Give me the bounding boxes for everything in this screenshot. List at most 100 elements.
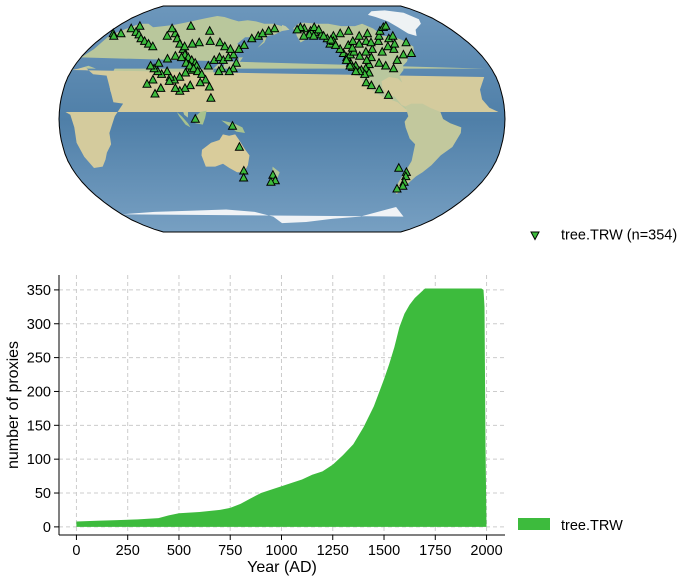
proxy-site-marker: [135, 20, 145, 30]
map-outline: [58, 5, 506, 233]
y-ticks: 0 50 100 150 200 250 300 350: [27, 283, 59, 536]
proxy-site-marker: [298, 30, 309, 40]
proxy-site-marker: [367, 43, 378, 53]
proxy-site-marker: [354, 38, 365, 48]
land-siberia-east: [282, 24, 290, 31]
map-legend-label: tree.TRW (n=354): [561, 228, 677, 244]
area-legend-label: tree.TRW: [561, 518, 623, 534]
proxy-site-marker: [374, 30, 384, 40]
proxy-site-marker: [388, 63, 399, 73]
proxy-site-marker: [361, 77, 372, 87]
proxy-site-marker: [389, 38, 400, 48]
proxy-site-marker: [347, 35, 358, 45]
proxy-site-marker: [393, 162, 404, 172]
proxy-site-marker: [383, 89, 394, 99]
proxy-site-marker: [308, 30, 319, 40]
x-tick-label: 2000: [470, 543, 502, 559]
proxy-site-marker: [153, 57, 164, 67]
land-japan: [223, 57, 243, 76]
proxy-site-marker: [170, 82, 181, 92]
proxy-site-marker: [164, 75, 175, 85]
proxy-site-marker: [387, 30, 398, 40]
proxy-site-marker: [206, 92, 216, 102]
x-tick-label: 250: [116, 543, 140, 559]
proxy-site-marker: [231, 57, 242, 67]
proxy-site-marker: [398, 49, 409, 59]
area-tree-trw: [76, 288, 487, 527]
area-legend: tree.TRW: [518, 518, 623, 534]
y-tick-label: 300: [27, 317, 51, 333]
y-tick-label: 150: [27, 418, 51, 434]
proxy-site-marker: [309, 21, 320, 31]
land-australia: [201, 134, 250, 173]
proxy-site-marker: [341, 54, 352, 64]
proxy-site-marker: [362, 28, 373, 38]
x-ticks: 0 250 500 750 1000 1250 1500 1750 2000: [72, 535, 503, 559]
proxy-site-marker: [142, 78, 152, 88]
proxy-site-marker: [194, 37, 205, 47]
proxy-site-marker: [174, 38, 185, 48]
y-tick-label: 100: [27, 452, 51, 468]
proxy-site-marker: [215, 37, 225, 47]
proxy-site-marker: [204, 25, 215, 35]
proxy-site-marker: [266, 176, 276, 186]
proxy-site-marker: [269, 23, 280, 33]
proxy-site-marker: [238, 172, 249, 182]
proxy-site-marker: [143, 38, 154, 48]
proxy-site-marker: [377, 46, 388, 56]
proxy-site-marker: [162, 53, 173, 63]
map-legend: tree.TRW (n=354): [530, 228, 677, 244]
proxy-site-marker: [318, 30, 329, 40]
proxy-site-marker: [116, 28, 126, 38]
proxy-site-marker: [374, 57, 384, 67]
proxy-site-marker: [203, 60, 214, 70]
proxy-site-marker: [174, 71, 185, 81]
proxy-site-marker: [162, 66, 172, 76]
proxy-site-marker: [347, 42, 358, 52]
proxy-site-marker: [361, 35, 371, 45]
proxy-site-marker: [155, 82, 166, 92]
proxy-site-marker: [398, 180, 408, 190]
proxy-site-marker: [239, 39, 250, 49]
proxy-site-marker: [204, 81, 215, 91]
proxy-site-marker: [186, 20, 196, 30]
proxy-site-marker: [145, 60, 156, 70]
proxy-site-marker: [200, 74, 211, 84]
proxy-site-marker: [192, 66, 203, 76]
proxy-site-marker: [170, 50, 181, 60]
land-antarctica: [121, 207, 404, 232]
map-panel: [58, 5, 506, 233]
proxy-site-marker: [330, 39, 341, 49]
proxy-site-marker: [373, 35, 384, 45]
proxy-site-marker: [176, 52, 187, 62]
proxy-site-marker: [406, 47, 417, 57]
proxy-site-marker: [383, 41, 393, 51]
land-south-america: [394, 103, 462, 195]
proxy-site-marker: [108, 30, 119, 40]
proxy-site-marker: [190, 113, 201, 123]
y-tick-label: 200: [27, 384, 51, 400]
proxy-site-marker: [195, 77, 206, 87]
proxy-site-marker: [224, 66, 235, 76]
land-greenland: [367, 10, 421, 36]
legend-triangle-marker: [530, 231, 540, 241]
x-tick-label: 1000: [265, 543, 297, 559]
x-tick-label: 0: [72, 543, 80, 559]
proxy-site-marker: [388, 43, 399, 53]
proxy-site-marker: [350, 66, 361, 76]
y-tick-label: 0: [43, 520, 51, 536]
proxy-site-marker: [213, 66, 224, 76]
proxy-site-marker: [225, 43, 236, 53]
y-tick-label: 350: [27, 283, 51, 299]
proxy-site-marker: [126, 23, 137, 33]
proxy-site-marker: [361, 54, 372, 64]
proxy-site-marker: [345, 60, 355, 70]
proxy-site-marker: [180, 67, 191, 77]
proxy-site-marker: [366, 52, 377, 62]
proxy-site-marker: [343, 25, 354, 35]
proxy-site-marker: [147, 41, 158, 51]
y-tick-label: 250: [27, 351, 51, 367]
proxy-site-marker: [366, 37, 376, 47]
proxy-sites: [108, 20, 417, 193]
